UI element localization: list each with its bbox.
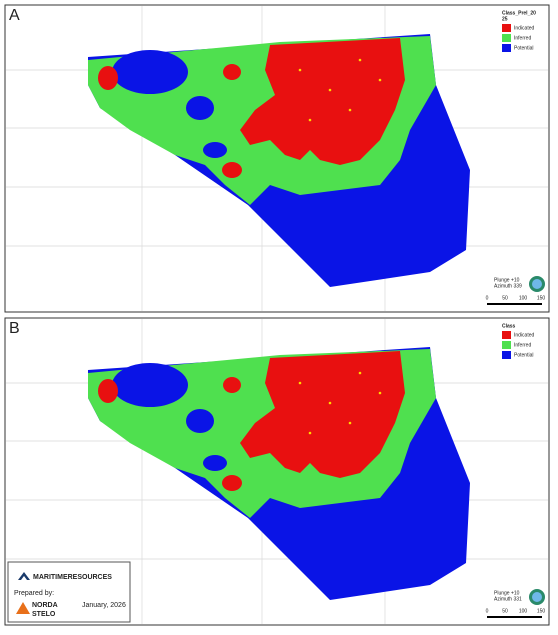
legend-label: Indicated (514, 25, 535, 31)
legend-label: Inferred (514, 35, 531, 41)
date: January, 2026 (82, 602, 126, 609)
panel-label: A (9, 7, 20, 24)
scale-bar (487, 616, 542, 618)
panel-a: A Class_Prel_20 25 Indicated Inferred Po… (4, 4, 550, 313)
firm-logo (16, 602, 30, 614)
scale-label: 150 (537, 608, 546, 614)
legend-swatch (502, 34, 511, 42)
scale-label: 150 (537, 295, 546, 301)
legend-label: Indicated (514, 332, 535, 338)
company-logo (18, 572, 30, 580)
legend-swatch (502, 331, 511, 339)
footer: MARITIMERESOURCES Prepared by: NORDA STE… (7, 561, 131, 623)
legend-label: Potential (514, 352, 533, 358)
compass (529, 589, 545, 605)
legend-label: Inferred (514, 342, 531, 348)
legend-title: Class_Prel_20 (502, 10, 536, 16)
firm-name: NORDA (32, 602, 58, 609)
panel-label: B (9, 320, 20, 337)
view-azimuth: Azimuth 331 (494, 596, 522, 602)
legend-swatch (502, 341, 511, 349)
scale-bar (487, 303, 542, 305)
legend-swatch (502, 44, 511, 52)
compass (529, 276, 545, 292)
legend-title: Class (502, 323, 516, 329)
legend-swatch (502, 24, 511, 32)
scale-label: 100 (519, 295, 528, 301)
legend-label: Potential (514, 45, 533, 51)
view-plunge: Plunge +10 (494, 277, 520, 283)
scale-label: 50 (502, 295, 508, 301)
scale-label: 50 (502, 608, 508, 614)
view-azimuth: Azimuth 339 (494, 283, 522, 289)
prepared-by: Prepared by: (14, 590, 54, 597)
legend-swatch (502, 351, 511, 359)
scale-label: 100 (519, 608, 528, 614)
scale-label: 0 (486, 295, 489, 301)
firm-name: STELO (32, 611, 56, 618)
view-plunge: Plunge +10 (494, 590, 520, 596)
company-name: MARITIMERESOURCES (33, 574, 112, 581)
scale-label: 0 (486, 608, 489, 614)
legend-title: 25 (502, 16, 508, 22)
